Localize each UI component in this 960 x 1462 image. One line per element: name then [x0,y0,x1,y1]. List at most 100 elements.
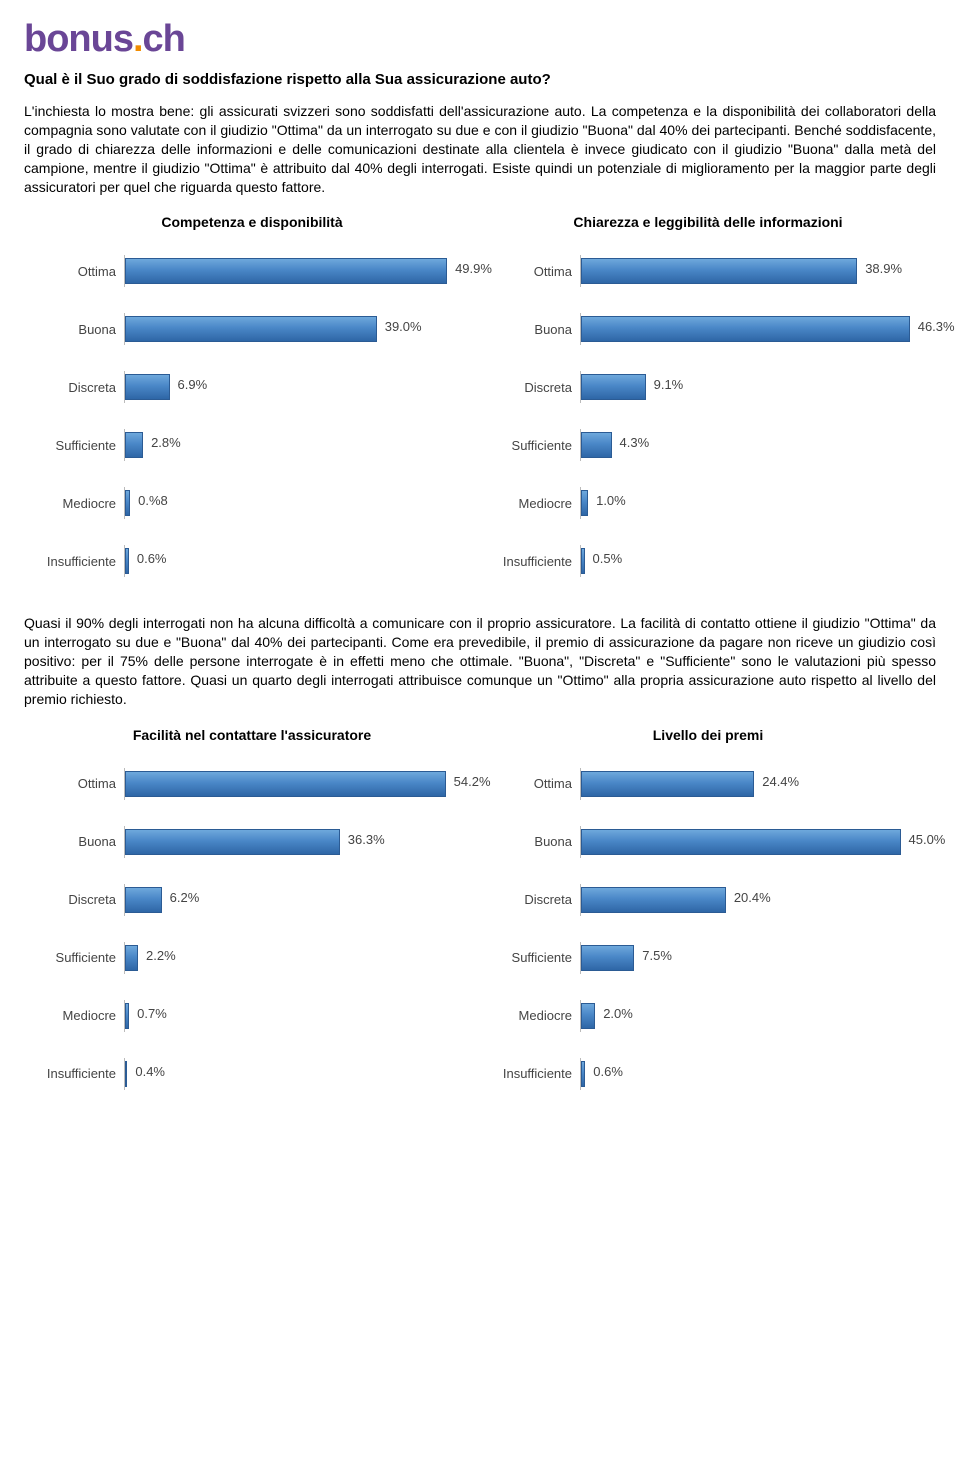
bar-row: Insufficiente0.4% [24,1045,480,1103]
bar-area: 36.3% [124,826,480,858]
bar-label: Buona [480,322,580,337]
bar-value: 9.1% [654,377,684,392]
bar [581,1003,595,1029]
bar-value: 20.4% [734,890,771,905]
charts-row-2: Facilità nel contattare l'assicuratore O… [24,723,936,1103]
bar-value: 39.0% [385,319,422,334]
bar-label: Ottima [24,264,124,279]
bar-value: 0.7% [137,1006,167,1021]
bar-row: Buona45.0% [480,813,936,871]
logo-text-2: ch [143,18,185,60]
bar-label: Ottima [480,264,580,279]
bar-label: Sufficiente [480,438,580,453]
bar-value: 7.5% [642,948,672,963]
bar-area: 9.1% [580,371,936,403]
bar-row: Ottima24.4% [480,755,936,813]
bar-value: 0.6% [137,551,167,566]
bar-label: Mediocre [480,496,580,511]
bar-label: Insufficiente [480,1066,580,1081]
bar-area: 1.0% [580,487,936,519]
bar-row: Sufficiente 7.5% [480,929,936,987]
bar-area: 45.0% [580,826,936,858]
bar [125,258,447,284]
bar-row: Insufficiente 0.6% [480,1045,936,1103]
bar-area: 0.5% [580,545,936,577]
bar-row: Mediocre 0.%8 [24,474,480,532]
bar-row: Insufficiente0.5% [480,532,936,590]
bar-row: Buona 39.0% [24,300,480,358]
question-heading: Qual è il Suo grado di soddisfazione ris… [24,71,936,88]
bar [581,945,634,971]
bar-value: 2.0% [603,1006,633,1021]
bar-area: 6.2% [124,884,480,916]
bar-label: Mediocre [24,496,124,511]
bar-area: 24.4% [580,768,936,800]
bar [125,829,340,855]
bar-label: Insufficiente [24,554,124,569]
bar-area: 0.6% [124,545,480,577]
bar-label: Ottima [480,776,580,791]
bar-value: 45.0% [909,832,946,847]
bar-label: Discreta [480,380,580,395]
bar-row: Insufficiente 0.6% [24,532,480,590]
bar-value: 1.0% [596,493,626,508]
bar-row: Mediocre 1.0% [480,474,936,532]
bar-area: 38.9% [580,255,936,287]
bar-area: 39.0% [124,313,480,345]
bar-value: 38.9% [865,261,902,276]
bar-label: Insufficiente [480,554,580,569]
bar-area: 2.2% [124,942,480,974]
bar-label: Ottima [24,776,124,791]
bar [125,1003,129,1029]
bar [581,432,612,458]
bar-area: 4.3% [580,429,936,461]
bar-value: 36.3% [348,832,385,847]
bar-value: 2.8% [151,435,181,450]
bar-value: 0.%8 [138,493,168,508]
bar-label: Mediocre [24,1008,124,1023]
bar-row: Buona36.3% [24,813,480,871]
bar-value: 0.6% [593,1064,623,1079]
bar-label: Discreta [24,892,124,907]
bar [125,945,138,971]
bar-area: 2.0% [580,1000,936,1032]
bar-label: Sufficiente [480,950,580,965]
bar-row: Sufficiente2.2% [24,929,480,987]
bar [581,887,726,913]
logo-dot: . [133,18,143,60]
bar-area: 0.%8 [124,487,480,519]
logo-text-1: bonus [24,18,133,60]
logo: bonus.ch [24,18,936,61]
bar-value: 2.2% [146,948,176,963]
bar-row: Discreta20.4% [480,871,936,929]
chart-premi: Livello dei premi Ottima24.4%Buona45.0%D… [480,723,936,1103]
bar-value: 46.3% [918,319,955,334]
bar-label: Mediocre [480,1008,580,1023]
bar-row: Mediocre 2.0% [480,987,936,1045]
chart-title: Competenza e disponibilità [24,214,480,230]
paragraph-1: L'inchiesta lo mostra bene: gli assicura… [24,102,936,196]
chart-chiarezza: Chiarezza e leggibilità delle informazio… [480,210,936,590]
bar-row: Ottima54.2% [24,755,480,813]
bar-row: Ottima 38.9% [480,242,936,300]
bar-area: 0.7% [124,1000,480,1032]
chart-facilita: Facilità nel contattare l'assicuratore O… [24,723,480,1103]
bar [125,1061,127,1087]
bar-row: Sufficiente4.3% [480,416,936,474]
bar [581,548,585,574]
bar-value: 6.9% [178,377,208,392]
bar [125,548,129,574]
bar-area: 46.3% [580,313,936,345]
bar-row: Discreta6.2% [24,871,480,929]
bar [581,1061,585,1087]
bar-row: Ottima49.9% [24,242,480,300]
bar [125,771,446,797]
bar-row: Discreta6.9% [24,358,480,416]
bar [581,490,588,516]
bar [125,490,130,516]
bar-label: Sufficiente [24,438,124,453]
bar [581,374,646,400]
chart-title: Chiarezza e leggibilità delle informazio… [480,214,936,230]
bar-label: Buona [24,322,124,337]
bar-value: 0.4% [135,1064,165,1079]
